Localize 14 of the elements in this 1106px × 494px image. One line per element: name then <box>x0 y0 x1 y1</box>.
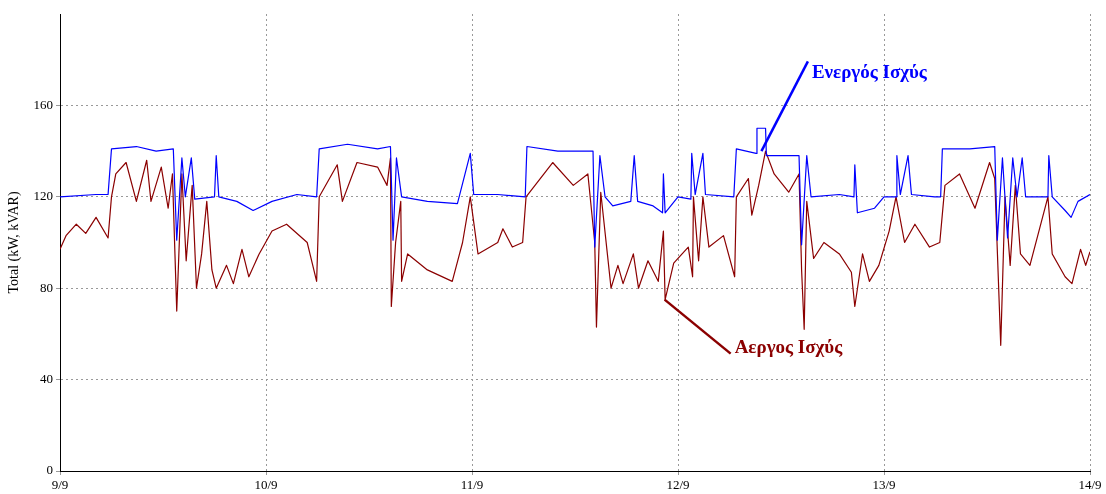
y-tick-label: 80 <box>40 279 53 295</box>
x-tick-label: 11/9 <box>460 477 484 493</box>
y-tick-label: 40 <box>40 371 53 387</box>
y-tick-label: 120 <box>33 188 53 204</box>
x-tick-label: 9/9 <box>51 477 69 493</box>
x-tick-label: 10/9 <box>254 477 278 493</box>
x-tick-label: 13/9 <box>872 477 896 493</box>
y-axis-title: Total (kW, kVAR) <box>6 191 23 294</box>
y-tick-label: 160 <box>33 96 53 112</box>
text: Ενεργός Ισχύς <box>811 61 928 83</box>
series-label: Αεργος Ισχύς <box>734 335 844 357</box>
y-tick-label: 0 <box>46 462 53 478</box>
x-tick-label: 12/9 <box>666 477 690 493</box>
x-tick-label: 14/9 <box>1078 477 1102 493</box>
